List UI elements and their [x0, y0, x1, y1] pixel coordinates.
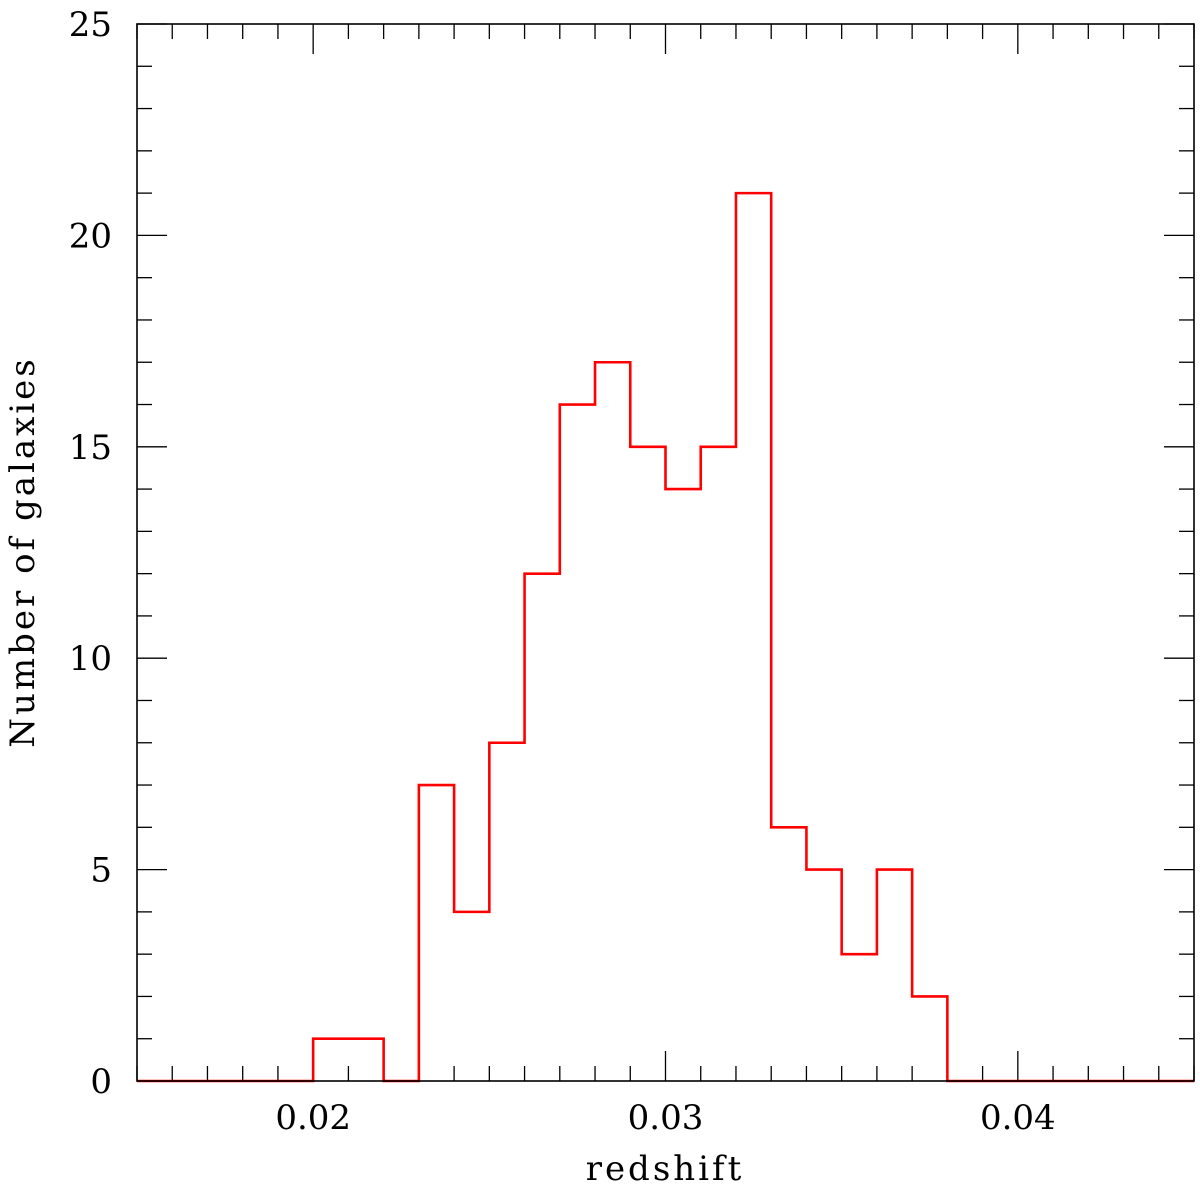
histogram-bin — [771, 827, 806, 1081]
histogram-bin — [560, 405, 595, 1081]
histogram-bin — [912, 996, 947, 1081]
histogram-bin — [666, 489, 701, 1081]
y-tick-label: 15 — [69, 428, 112, 468]
histogram-step-line — [137, 191, 1194, 1083]
x-tick-label: 0.04 — [980, 1098, 1056, 1138]
x-tick-label: 0.02 — [275, 1098, 351, 1138]
x-tick-label: 0.03 — [628, 1098, 704, 1138]
histogram-bin — [419, 785, 454, 1081]
y-tick-label: 10 — [69, 639, 112, 679]
plot-frame — [136, 23, 1195, 1082]
histogram-bin — [842, 954, 877, 1081]
histogram-bin — [630, 447, 665, 1081]
y-tick-label: 5 — [90, 851, 112, 891]
histogram-bin — [736, 193, 771, 1081]
x-axis-label: redshift — [586, 1149, 745, 1185]
y-tick-label: 20 — [69, 216, 112, 256]
histogram-bin — [525, 574, 560, 1081]
histogram-bars — [137, 191, 1194, 1083]
histogram-bin — [701, 447, 736, 1081]
y-axis-label: Number of galaxies — [3, 356, 43, 748]
histogram-bin — [806, 870, 841, 1081]
histogram-bin — [489, 743, 524, 1081]
y-tick-label: 0 — [90, 1062, 112, 1102]
axis-ticks — [136, 23, 1195, 1082]
histogram-bin — [313, 1039, 348, 1081]
y-tick-labels: 0 5 10 15 20 25 — [69, 5, 112, 1102]
histogram-bin — [348, 1039, 383, 1081]
y-tick-label: 25 — [69, 5, 112, 45]
x-tick-labels: 0.02 0.03 0.04 — [275, 1098, 1055, 1138]
histogram-bin — [595, 362, 630, 1081]
histogram-bin — [877, 870, 912, 1081]
histogram-bin — [454, 912, 489, 1081]
